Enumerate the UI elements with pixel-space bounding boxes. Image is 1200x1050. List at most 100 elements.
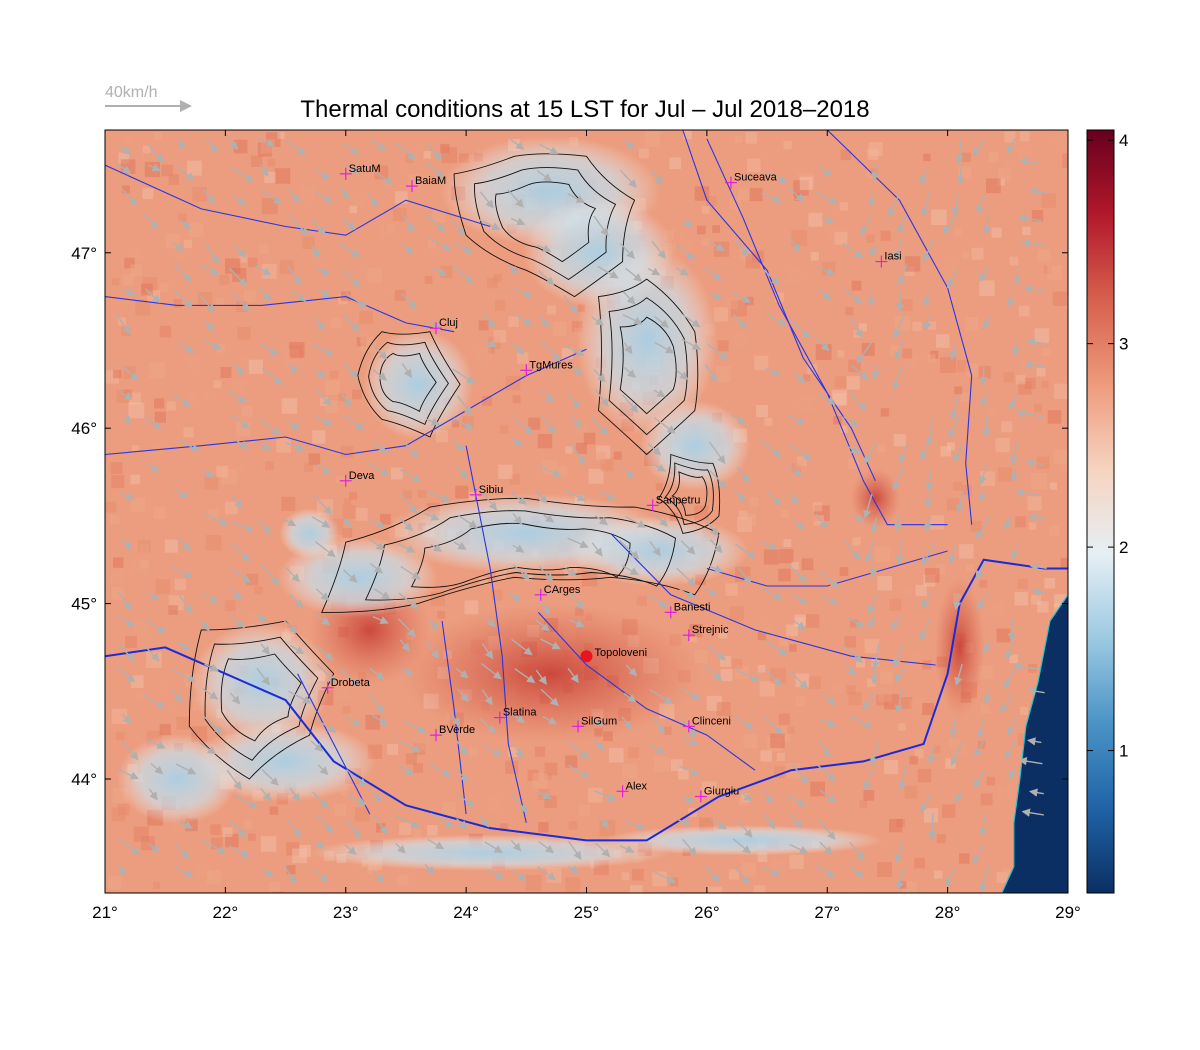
wind-arrow [204,320,215,332]
wind-arrow [950,741,963,767]
wind-arrow [679,765,700,776]
heat-pixel [565,877,581,893]
heat-pixel [1027,496,1042,511]
heat-pixel [133,560,147,574]
heat-pixel [694,505,709,520]
wind-arrow [372,615,389,625]
colorbar-ticks: 1 2 3 4 [1087,131,1128,761]
contour-line [619,316,677,415]
wind-arrow [202,338,222,349]
heat-pixel [789,644,797,652]
heat-pixel [125,636,137,648]
wind-arrow [457,514,478,529]
wind-arrow [202,688,219,700]
wind-arrow [922,290,932,307]
wind-arrow [654,341,675,354]
wind-arrow [622,138,635,150]
heat-pixel [389,286,397,294]
wind-arrow [313,368,327,379]
heat-pixel [912,321,922,332]
heat-pixel [799,176,813,190]
heat-pixel [110,462,123,474]
wind-arrow [256,667,270,686]
wind-arrow [260,419,281,436]
heat-pixel [845,307,854,316]
wind-arrow [735,669,760,682]
heat-pixel [852,537,861,546]
wind-arrow [956,163,965,186]
wind-arrow [371,139,387,152]
wind-arrow [397,542,416,553]
wind-arrow [261,868,275,877]
wind-arrow [427,838,445,850]
heat-pixel [379,224,393,238]
river-line [465,445,527,823]
heat-pixel [840,425,848,433]
heat-pixel [476,346,491,362]
wind-arrow [367,518,386,528]
heat-pixel [996,872,1008,883]
wind-arrow [227,137,239,151]
wind-vectors [115,137,1048,893]
heat-pixel [732,658,743,669]
wind-arrow [1029,788,1044,797]
heat-pixel [330,318,342,329]
heat-pixel [1003,161,1017,175]
heat-pixel [168,605,178,615]
wind-arrow [921,192,930,217]
wind-arrow [709,564,724,573]
wind-arrow [1004,739,1017,760]
heat-pixel [452,321,462,331]
heat-pixel [846,685,856,695]
wind-arrow [895,867,905,891]
wind-arrow [821,216,835,225]
wind-arrow [676,244,696,261]
wind-arrow [1006,291,1015,309]
heat-pixel [430,591,445,606]
heat-pixel [142,188,154,200]
heat-pixel [487,346,495,354]
lon-tick-label: 27° [814,903,840,922]
heat-pixel [793,180,809,196]
wind-arrow [972,138,986,157]
heat-pixel [286,865,296,875]
heat-pixel [478,320,489,331]
heat-pixel [774,292,784,302]
heat-pixel [1059,455,1068,472]
wind-arrow [424,863,435,876]
wind-arrow [893,513,903,532]
wind-arrow [975,562,986,580]
heat-pixel [848,458,859,470]
heat-pixel [153,881,161,889]
heat-pixel [374,165,389,180]
wind-arrow [569,442,586,465]
wind-arrow [734,238,749,258]
wind-arrow [399,639,411,652]
wind-arrow [451,713,461,727]
heat-pixel [837,350,845,358]
heat-pixel [980,704,989,713]
wind-arrow [619,169,637,188]
wind-arrow [176,165,195,181]
colorbar-tick-label: 4 [1119,131,1128,150]
heat-pixel [387,224,396,233]
wind-arrow [925,466,934,492]
heat-pixel [469,748,478,756]
heat-pixel [600,458,614,472]
wind-arrow [228,390,247,404]
wind-arrow [983,690,992,705]
wind-arrow [394,815,420,828]
wind-arrow [679,588,696,599]
heat-pixel [552,321,567,336]
heat-pixel [789,854,804,869]
wind-arrow [569,414,583,429]
wind-arrow [895,289,905,313]
wind-arrow [541,415,556,435]
wind-arrow [1010,469,1019,483]
wind-arrow [203,189,216,204]
heat-pixel [424,275,433,284]
heat-pixel [532,772,548,788]
wind-arrow [231,542,251,562]
wind-arrow [171,689,183,704]
wind-arrow [764,668,782,687]
